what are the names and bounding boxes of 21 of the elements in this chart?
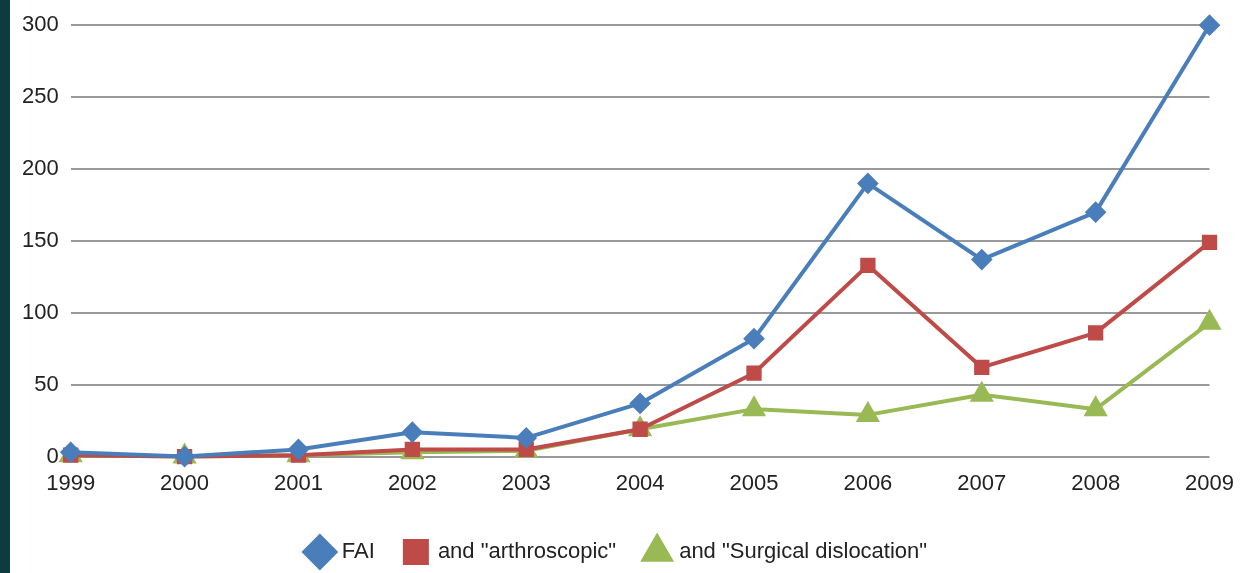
x-tick-label: 1999 xyxy=(46,469,96,495)
y-tick-label: 200 xyxy=(21,155,59,181)
y-tick-label: 250 xyxy=(21,83,59,109)
y-tick-label: 100 xyxy=(21,298,59,324)
y-tick-label: 50 xyxy=(34,370,59,396)
x-tick-label: 2009 xyxy=(1185,469,1235,495)
x-tick-label: 2000 xyxy=(160,469,210,495)
x-tick-label: 2001 xyxy=(273,469,323,495)
x-tick-label: 2005 xyxy=(729,469,779,495)
x-tick-label: 2006 xyxy=(843,469,893,495)
legend-label: and "arthroscopic" xyxy=(437,538,617,564)
legend-label: and "Surgical dislocation" xyxy=(679,538,928,564)
y-tick-label: 150 xyxy=(21,226,59,252)
x-tick-label: 2007 xyxy=(957,469,1007,495)
x-tick-label: 2002 xyxy=(387,469,437,495)
x-tick-label: 2008 xyxy=(1071,469,1121,495)
legend-label: FAI xyxy=(341,538,375,564)
y-tick-label: 0 xyxy=(46,442,59,468)
x-tick-label: 2003 xyxy=(501,469,551,495)
x-tick-label: 2004 xyxy=(615,469,665,495)
y-tick-label: 300 xyxy=(21,11,59,37)
